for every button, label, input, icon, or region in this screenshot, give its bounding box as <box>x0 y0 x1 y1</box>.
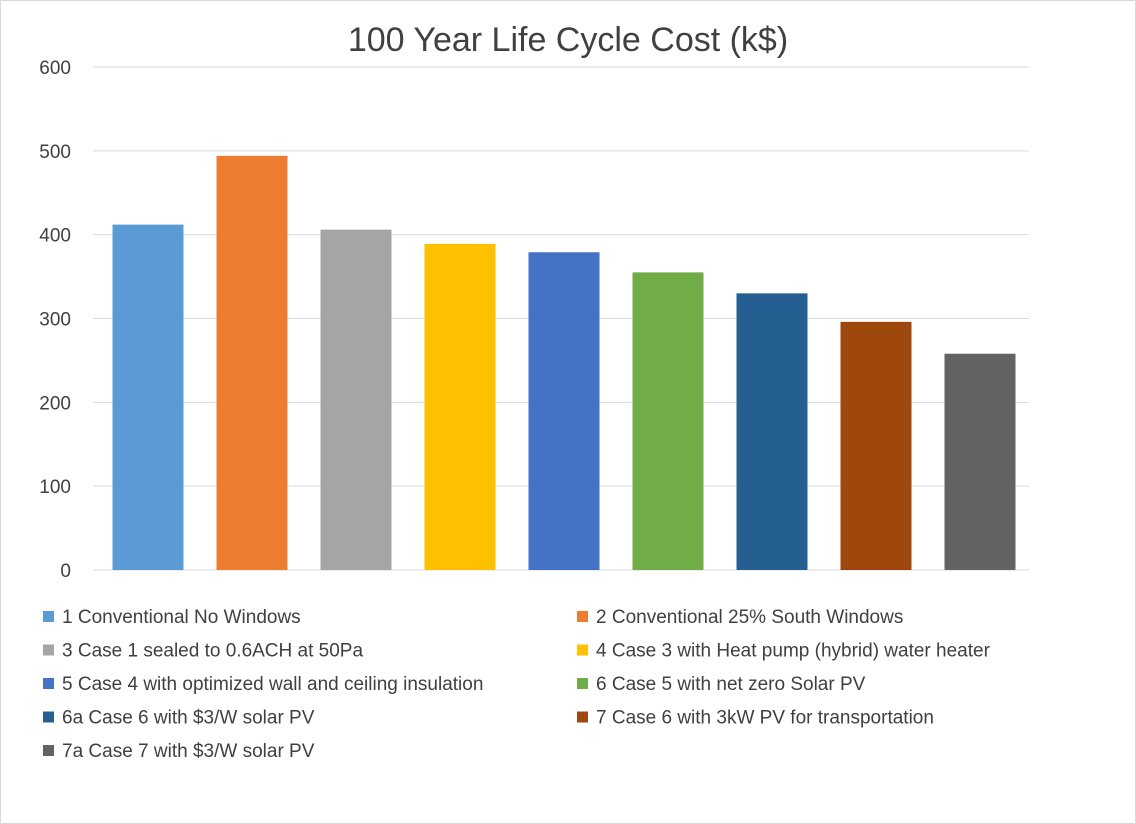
legend-swatch <box>43 644 54 656</box>
y-tick-label: 0 <box>60 561 71 582</box>
y-tick-label: 300 <box>39 310 71 331</box>
legend-label: 6 Case 5 with net zero Solar PV <box>596 674 866 695</box>
bar <box>632 272 704 570</box>
legend-label: 7a Case 7 with $3/W solar PV <box>62 741 315 762</box>
bars <box>112 155 1016 571</box>
legend-label: 7 Case 6 with 3kW PV for transportation <box>596 708 934 729</box>
y-tick-label: 600 <box>39 58 71 79</box>
bar <box>840 321 912 570</box>
legend-label: 5 Case 4 with optimized wall and ceiling… <box>62 674 483 695</box>
y-tick-label: 500 <box>39 142 71 163</box>
bar <box>216 155 288 570</box>
bar <box>320 229 392 571</box>
legend-swatch <box>43 611 54 622</box>
legend-swatch <box>577 711 588 723</box>
legend-label: 2 Conventional 25% South Windows <box>596 607 903 628</box>
legend-label: 1 Conventional No Windows <box>62 607 301 628</box>
chart-title: 100 Year Life Cycle Cost (k$) <box>348 21 788 59</box>
legend-label: 6a Case 6 with $3/W solar PV <box>62 708 315 729</box>
bar <box>944 353 1016 570</box>
legend-swatch <box>577 678 588 689</box>
bar <box>112 224 184 570</box>
y-tick-label: 400 <box>39 226 71 247</box>
bar <box>424 243 496 570</box>
legend: 1 Conventional No Windows 2 Conventional … <box>43 607 991 762</box>
legend-swatch <box>577 644 588 656</box>
legend-swatch <box>43 745 54 756</box>
legend-label: 3 Case 1 sealed to 0.6ACH at 50Pa <box>62 641 363 662</box>
y-tick-label: 100 <box>39 477 71 498</box>
legend-swatch <box>43 711 54 723</box>
legend-label: 4 Case 3 with Heat pump (hybrid) water h… <box>596 641 991 662</box>
legend-swatch <box>43 678 54 689</box>
legend-swatch <box>577 611 588 622</box>
y-axis: 0 100 200 300 400 500 600 <box>39 58 71 582</box>
bar <box>528 252 600 570</box>
y-tick-label: 200 <box>39 393 71 414</box>
bar <box>736 293 808 570</box>
